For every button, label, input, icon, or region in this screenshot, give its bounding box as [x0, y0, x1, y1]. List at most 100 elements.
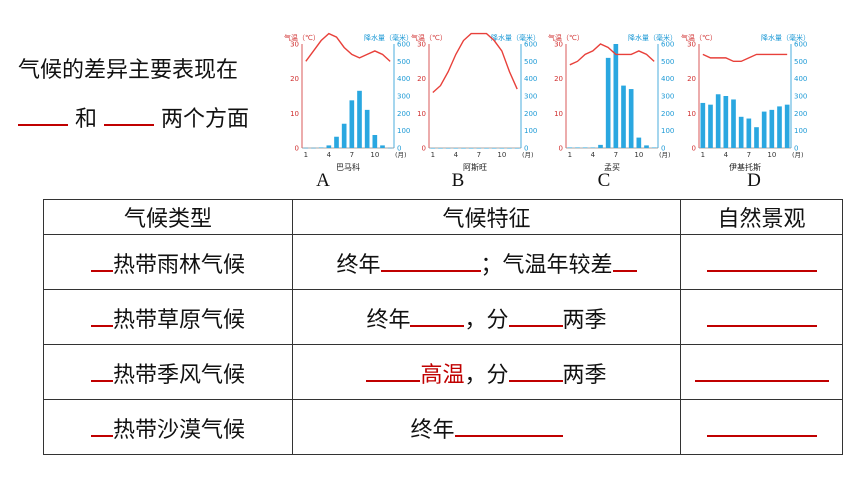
precip-bar	[761, 111, 767, 148]
precip-axis-label: 降水量（毫米）	[628, 33, 677, 42]
feature-blank[interactable]	[508, 301, 563, 327]
precip-bar	[605, 57, 611, 148]
feature-answer-red: 高温	[420, 362, 465, 388]
precip-bar	[754, 127, 759, 148]
temp-axis-label: 气温（℃）	[548, 33, 584, 42]
place-name: 伊基托斯	[729, 162, 761, 172]
precip-axis-label: 降水量（毫米）	[761, 33, 810, 42]
temp-tick-label: 20	[290, 75, 299, 83]
feature-blank[interactable]	[380, 246, 481, 272]
letter-blank[interactable]	[90, 356, 113, 382]
month-unit-label: (月)	[395, 151, 407, 159]
precip-tick-label: 300	[397, 93, 410, 101]
precip-bar	[476, 148, 482, 149]
climate-type-label: 热带草原气候	[112, 307, 245, 333]
climate-chart-a: 气温（℃） 降水量（毫米） 30 20 10 0 600 500 400 300 200 100 0 1 4…	[282, 30, 422, 180]
precip-bar	[784, 104, 790, 148]
feature-prefix: 终年	[336, 252, 381, 278]
precip-tick-label: 400	[794, 75, 807, 83]
letter-blank[interactable]	[90, 246, 113, 272]
precip-tick-label: 500	[661, 58, 674, 66]
landscape-blank[interactable]	[706, 301, 817, 327]
feature-blank[interactable]	[366, 356, 421, 382]
precip-bar	[372, 135, 378, 148]
answer-blank-2[interactable]	[104, 100, 155, 126]
temp-tick-label: 30	[417, 41, 426, 49]
climate-chart-c: 气温（℃） 降水量（毫米） 30 20 10 0 600 500 400 300 200 100 0 1 4…	[546, 30, 686, 180]
letter-blank[interactable]	[90, 411, 113, 437]
precip-bar	[349, 100, 355, 148]
precip-bar	[445, 148, 451, 149]
question-and: 和	[75, 107, 98, 132]
feature-blank[interactable]	[410, 301, 465, 327]
landscape-cell	[680, 344, 843, 400]
place-name: 巴马科	[336, 162, 360, 172]
letter-blank[interactable]	[90, 301, 113, 327]
month-tick-label: 7	[350, 151, 354, 159]
precip-tick-label: 100	[661, 127, 674, 135]
precip-tick-label: 400	[524, 75, 537, 83]
precip-tick-label: 600	[397, 41, 410, 49]
precip-bar	[430, 148, 436, 149]
precip-bar	[746, 118, 752, 148]
precip-tick-label: 500	[397, 58, 410, 66]
month-unit-label: (月)	[659, 151, 671, 159]
precip-tick-label: 300	[794, 93, 807, 101]
climate-type-cell: 热带雨林气候	[43, 234, 293, 290]
chart-letter-c: C	[597, 170, 611, 191]
landscape-blank[interactable]	[694, 356, 829, 382]
precip-bar	[731, 99, 736, 148]
precip-tick-label: 100	[524, 127, 537, 135]
climate-type-cell: 热带沙漠气候	[43, 399, 293, 455]
feature-suffix: 两季	[562, 362, 607, 388]
precip-bar	[303, 147, 309, 149]
month-tick-label: 1	[304, 151, 308, 159]
temp-tick-label: 0	[295, 145, 299, 153]
header-climate-feature: 气候特征	[292, 199, 681, 235]
temp-line	[569, 43, 655, 66]
feature-sep: ；气温年较差	[480, 252, 613, 278]
landscape-blank[interactable]	[706, 246, 817, 272]
precip-bar	[613, 44, 619, 148]
landscape-blank[interactable]	[706, 411, 817, 437]
precip-bar	[380, 145, 385, 148]
feature-blank[interactable]	[612, 246, 637, 272]
month-unit-label: (月)	[522, 151, 534, 159]
precip-bar	[708, 104, 713, 148]
climate-chart-b: 气温（℃） 降水量（毫米） 30 20 10 0 600 500 400 300 200 100 0 1 4…	[409, 30, 549, 180]
month-tick-label: 1	[701, 151, 705, 159]
feature-blank[interactable]	[454, 411, 563, 437]
precip-tick-label: 200	[524, 110, 537, 118]
month-tick-label: 1	[568, 151, 572, 159]
temp-axis-label: 气温（℃）	[284, 33, 320, 42]
precip-bar	[484, 148, 489, 149]
precip-bar	[644, 145, 649, 148]
month-tick-label: 7	[747, 151, 751, 159]
precip-bar	[318, 147, 324, 148]
month-tick-label: 4	[327, 151, 332, 159]
feature-sep: ，分	[464, 362, 509, 388]
feature-blank[interactable]	[508, 356, 563, 382]
question-tail: 两个方面	[161, 107, 250, 132]
chart-letter-b: B	[451, 170, 465, 191]
precip-tick-label: 500	[524, 58, 537, 66]
temp-tick-label: 0	[692, 145, 696, 153]
temp-tick-label: 30	[554, 41, 563, 49]
precip-tick-label: 0	[397, 145, 401, 153]
precip-bar	[438, 148, 443, 149]
precip-tick-label: 500	[794, 58, 807, 66]
climate-table: 气候类型 气候特征 自然景观 热带雨林气候 终年 ；气温年较差 热带草原气候 终年…	[43, 199, 843, 455]
month-tick-label: 7	[477, 151, 481, 159]
question-line-1: 气候的差异主要表现在	[18, 54, 238, 88]
precip-bar	[575, 147, 580, 148]
climate-type-cell: 热带季风气候	[43, 344, 293, 400]
temp-tick-label: 20	[687, 75, 696, 83]
precip-bar	[567, 147, 573, 148]
precip-tick-label: 400	[397, 75, 410, 83]
temp-tick-label: 20	[417, 75, 426, 83]
feature-sep: ，分	[464, 307, 509, 333]
answer-blank-1[interactable]	[18, 100, 68, 126]
climate-feature-cell: 终年 ；气温年较差	[292, 234, 681, 290]
precip-bar	[507, 148, 512, 149]
climate-type-label: 热带季风气候	[112, 362, 245, 388]
